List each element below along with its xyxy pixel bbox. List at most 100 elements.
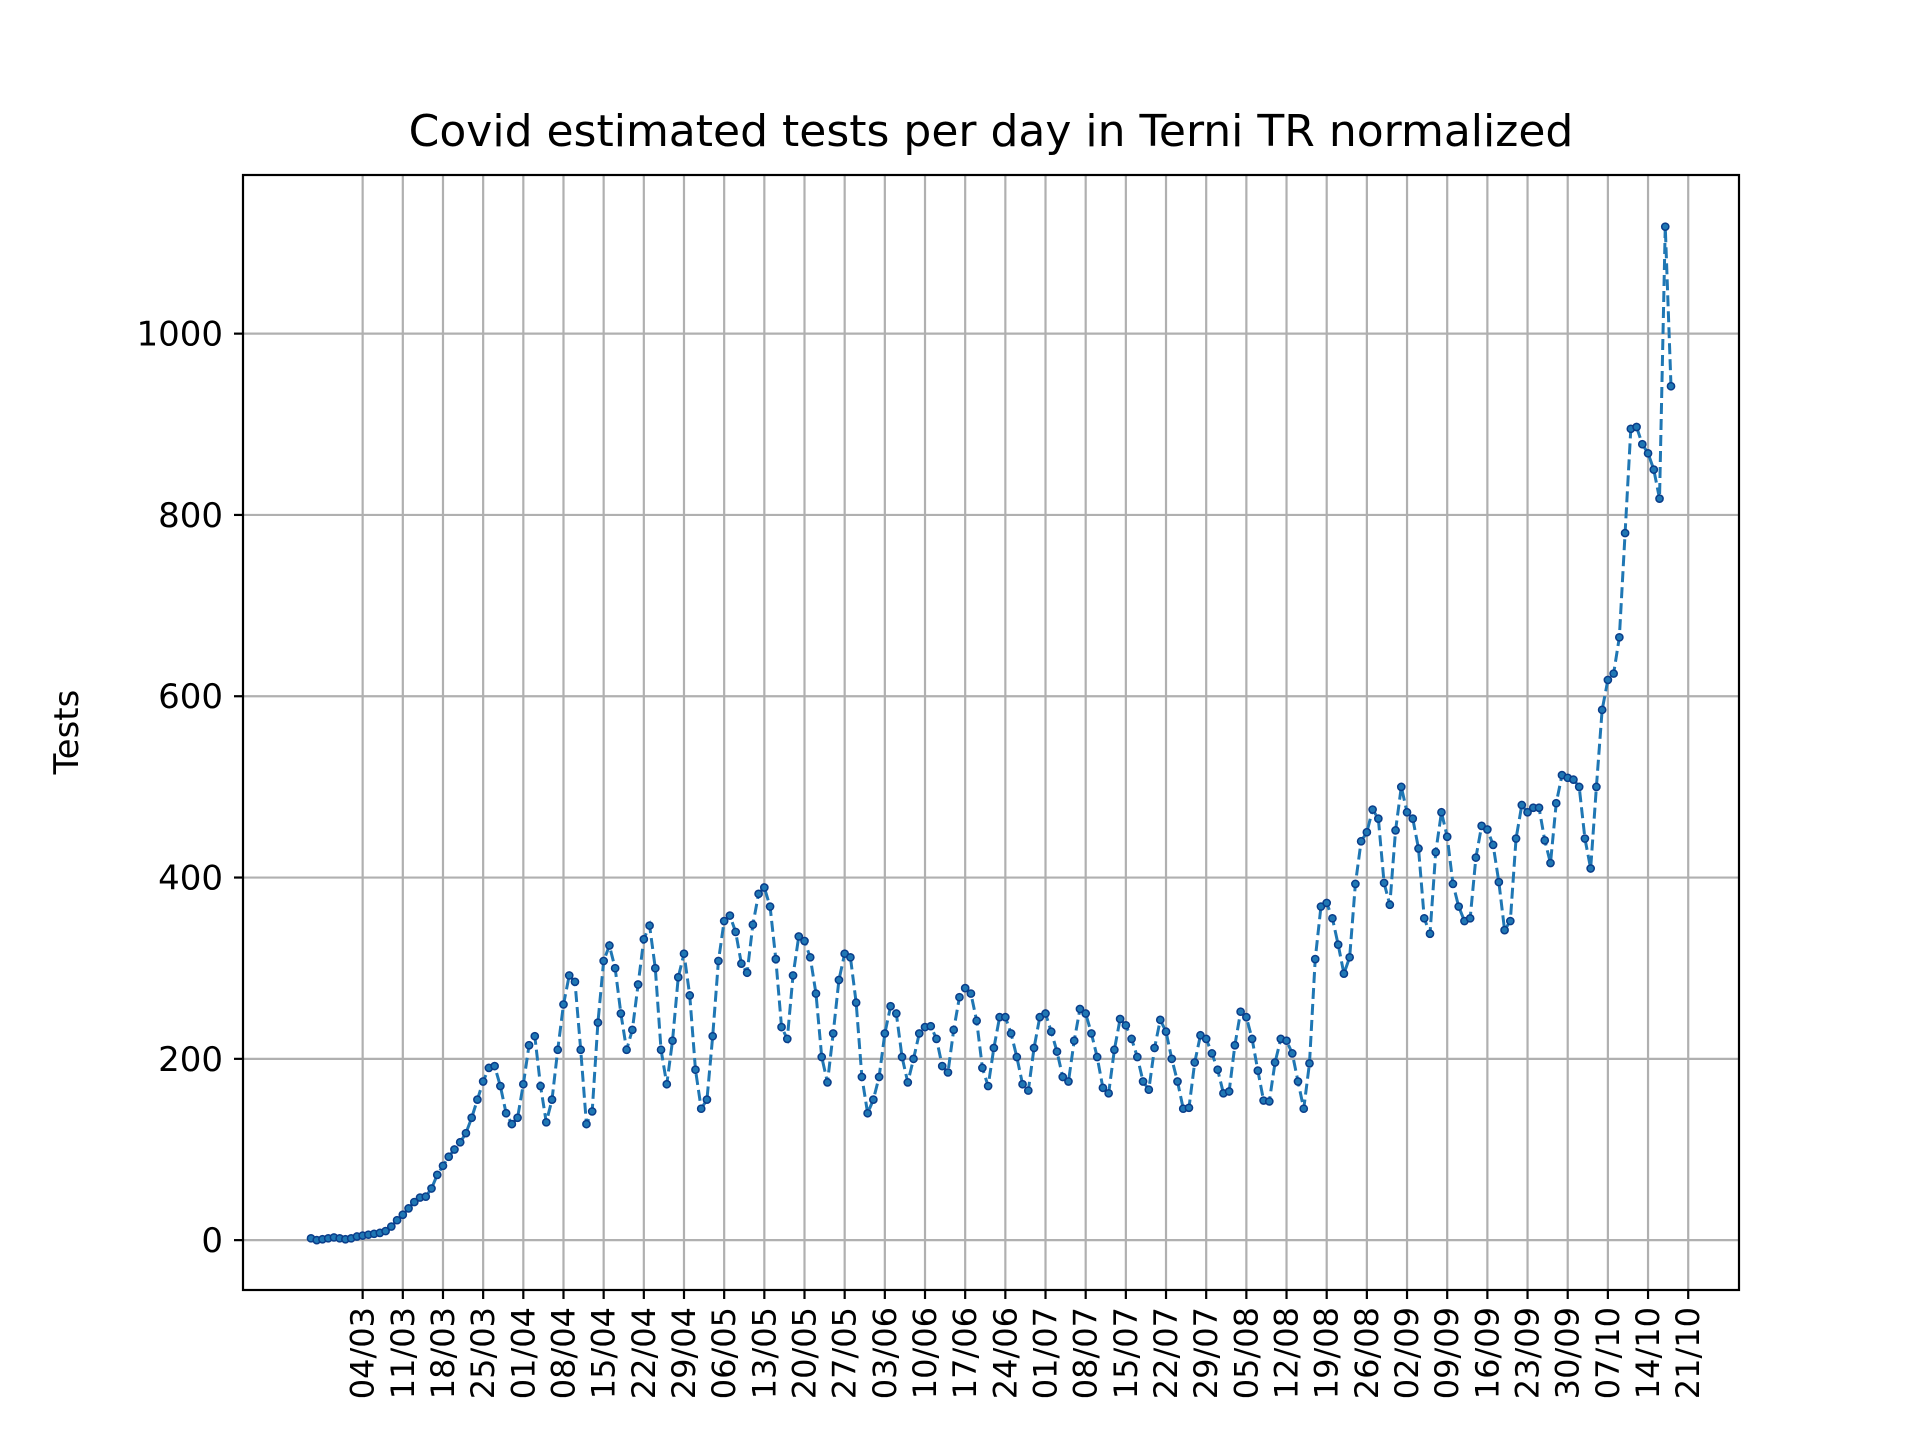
data-point — [685, 991, 695, 1000]
data-point — [1138, 1077, 1148, 1086]
data-point — [1431, 847, 1441, 857]
data-point — [530, 1031, 540, 1041]
data-point — [1615, 632, 1624, 642]
x-tick-label: 20/05 — [786, 1307, 824, 1399]
x-tick-label: 01/07 — [1027, 1307, 1065, 1399]
data-point — [1236, 1007, 1245, 1017]
data-point — [605, 941, 614, 950]
y-axis-label: Tests — [47, 690, 87, 776]
data-point — [1603, 675, 1613, 685]
data-point — [576, 1045, 586, 1055]
data-point — [1253, 1066, 1263, 1075]
data-point — [1242, 1012, 1251, 1022]
data-point — [673, 972, 683, 982]
data-point — [983, 1081, 993, 1091]
data-point — [765, 902, 775, 911]
data-point — [857, 1072, 867, 1082]
y-tick-label: 1000 — [136, 315, 223, 355]
data-point — [1018, 1079, 1027, 1089]
data-point — [926, 1021, 936, 1031]
data-point — [1098, 1083, 1108, 1093]
data-point — [1293, 1077, 1303, 1086]
data-point — [1029, 1043, 1039, 1053]
data-point — [1023, 1086, 1033, 1095]
data-point — [1115, 1014, 1125, 1024]
data-point — [1494, 877, 1504, 887]
data-point — [1299, 1104, 1309, 1114]
x-tick-label: 17/06 — [946, 1307, 984, 1399]
data-point — [1052, 1047, 1062, 1056]
y-tick-label: 400 — [158, 859, 223, 899]
data-point — [455, 1137, 465, 1147]
data-point — [903, 1078, 913, 1087]
data-point — [1373, 814, 1383, 823]
data-point — [1448, 879, 1458, 889]
data-point — [599, 956, 609, 966]
data-point — [1144, 1085, 1154, 1095]
data-point — [869, 1095, 878, 1104]
data-point — [1637, 439, 1647, 449]
data-point — [1488, 840, 1498, 850]
data-point — [1201, 1034, 1211, 1044]
x-tick-label: 15/07 — [1107, 1307, 1145, 1399]
data-point — [719, 916, 729, 926]
x-tick-label: 26/08 — [1348, 1307, 1386, 1399]
data-point — [1121, 1020, 1131, 1030]
x-tick-label: 10/06 — [906, 1307, 944, 1399]
data-point — [1247, 1034, 1257, 1044]
data-point — [1597, 705, 1607, 715]
data-point — [507, 1119, 517, 1129]
data-point — [1655, 494, 1664, 503]
data-point — [1213, 1065, 1223, 1075]
data-point — [1419, 913, 1429, 923]
data-point — [1580, 834, 1590, 843]
data-point — [1379, 878, 1389, 888]
data-point — [966, 989, 976, 998]
data-point — [1110, 1045, 1119, 1055]
data-point — [1517, 800, 1527, 810]
data-point — [1064, 1077, 1073, 1086]
x-tick-label: 23/09 — [1509, 1307, 1547, 1399]
data-point — [593, 1018, 603, 1027]
data-point — [759, 883, 769, 892]
data-point — [955, 992, 964, 1002]
data-point — [1184, 1103, 1194, 1113]
data-point — [496, 1081, 505, 1091]
data-point — [513, 1113, 522, 1123]
data-point — [1351, 879, 1360, 889]
x-tick-label: 22/07 — [1147, 1307, 1185, 1399]
data-point — [1305, 1059, 1314, 1068]
data-point — [1534, 803, 1544, 813]
data-point — [978, 1063, 987, 1073]
data-point — [490, 1061, 499, 1071]
x-tick-label: 14/10 — [1629, 1307, 1667, 1399]
data-point — [863, 1108, 872, 1118]
data-point — [805, 952, 815, 962]
data-point — [782, 1034, 792, 1044]
data-point — [788, 971, 798, 980]
data-point — [691, 1065, 700, 1075]
data-point — [702, 1095, 712, 1104]
data-point — [404, 1204, 413, 1213]
data-point — [1339, 969, 1349, 978]
data-point — [737, 959, 746, 969]
data-point — [633, 980, 643, 989]
data-point — [754, 889, 763, 899]
data-point — [438, 1161, 448, 1171]
data-point — [897, 1052, 907, 1062]
plot-area — [306, 222, 1676, 1245]
data-point — [1362, 827, 1372, 837]
data-point — [398, 1210, 408, 1220]
y-axis: 0 200 400 600 800 1000 — [136, 315, 243, 1261]
data-point — [450, 1145, 459, 1154]
data-point — [1649, 465, 1659, 474]
x-tick-label: 08/04 — [544, 1307, 582, 1399]
data-point — [679, 949, 689, 959]
data-point — [823, 1078, 832, 1087]
x-tick-label: 07/10 — [1589, 1307, 1627, 1399]
data-point — [467, 1113, 477, 1123]
data-point — [1087, 1029, 1096, 1038]
data-point — [1414, 844, 1423, 853]
data-point — [1155, 1015, 1165, 1025]
data-point — [1546, 858, 1555, 868]
